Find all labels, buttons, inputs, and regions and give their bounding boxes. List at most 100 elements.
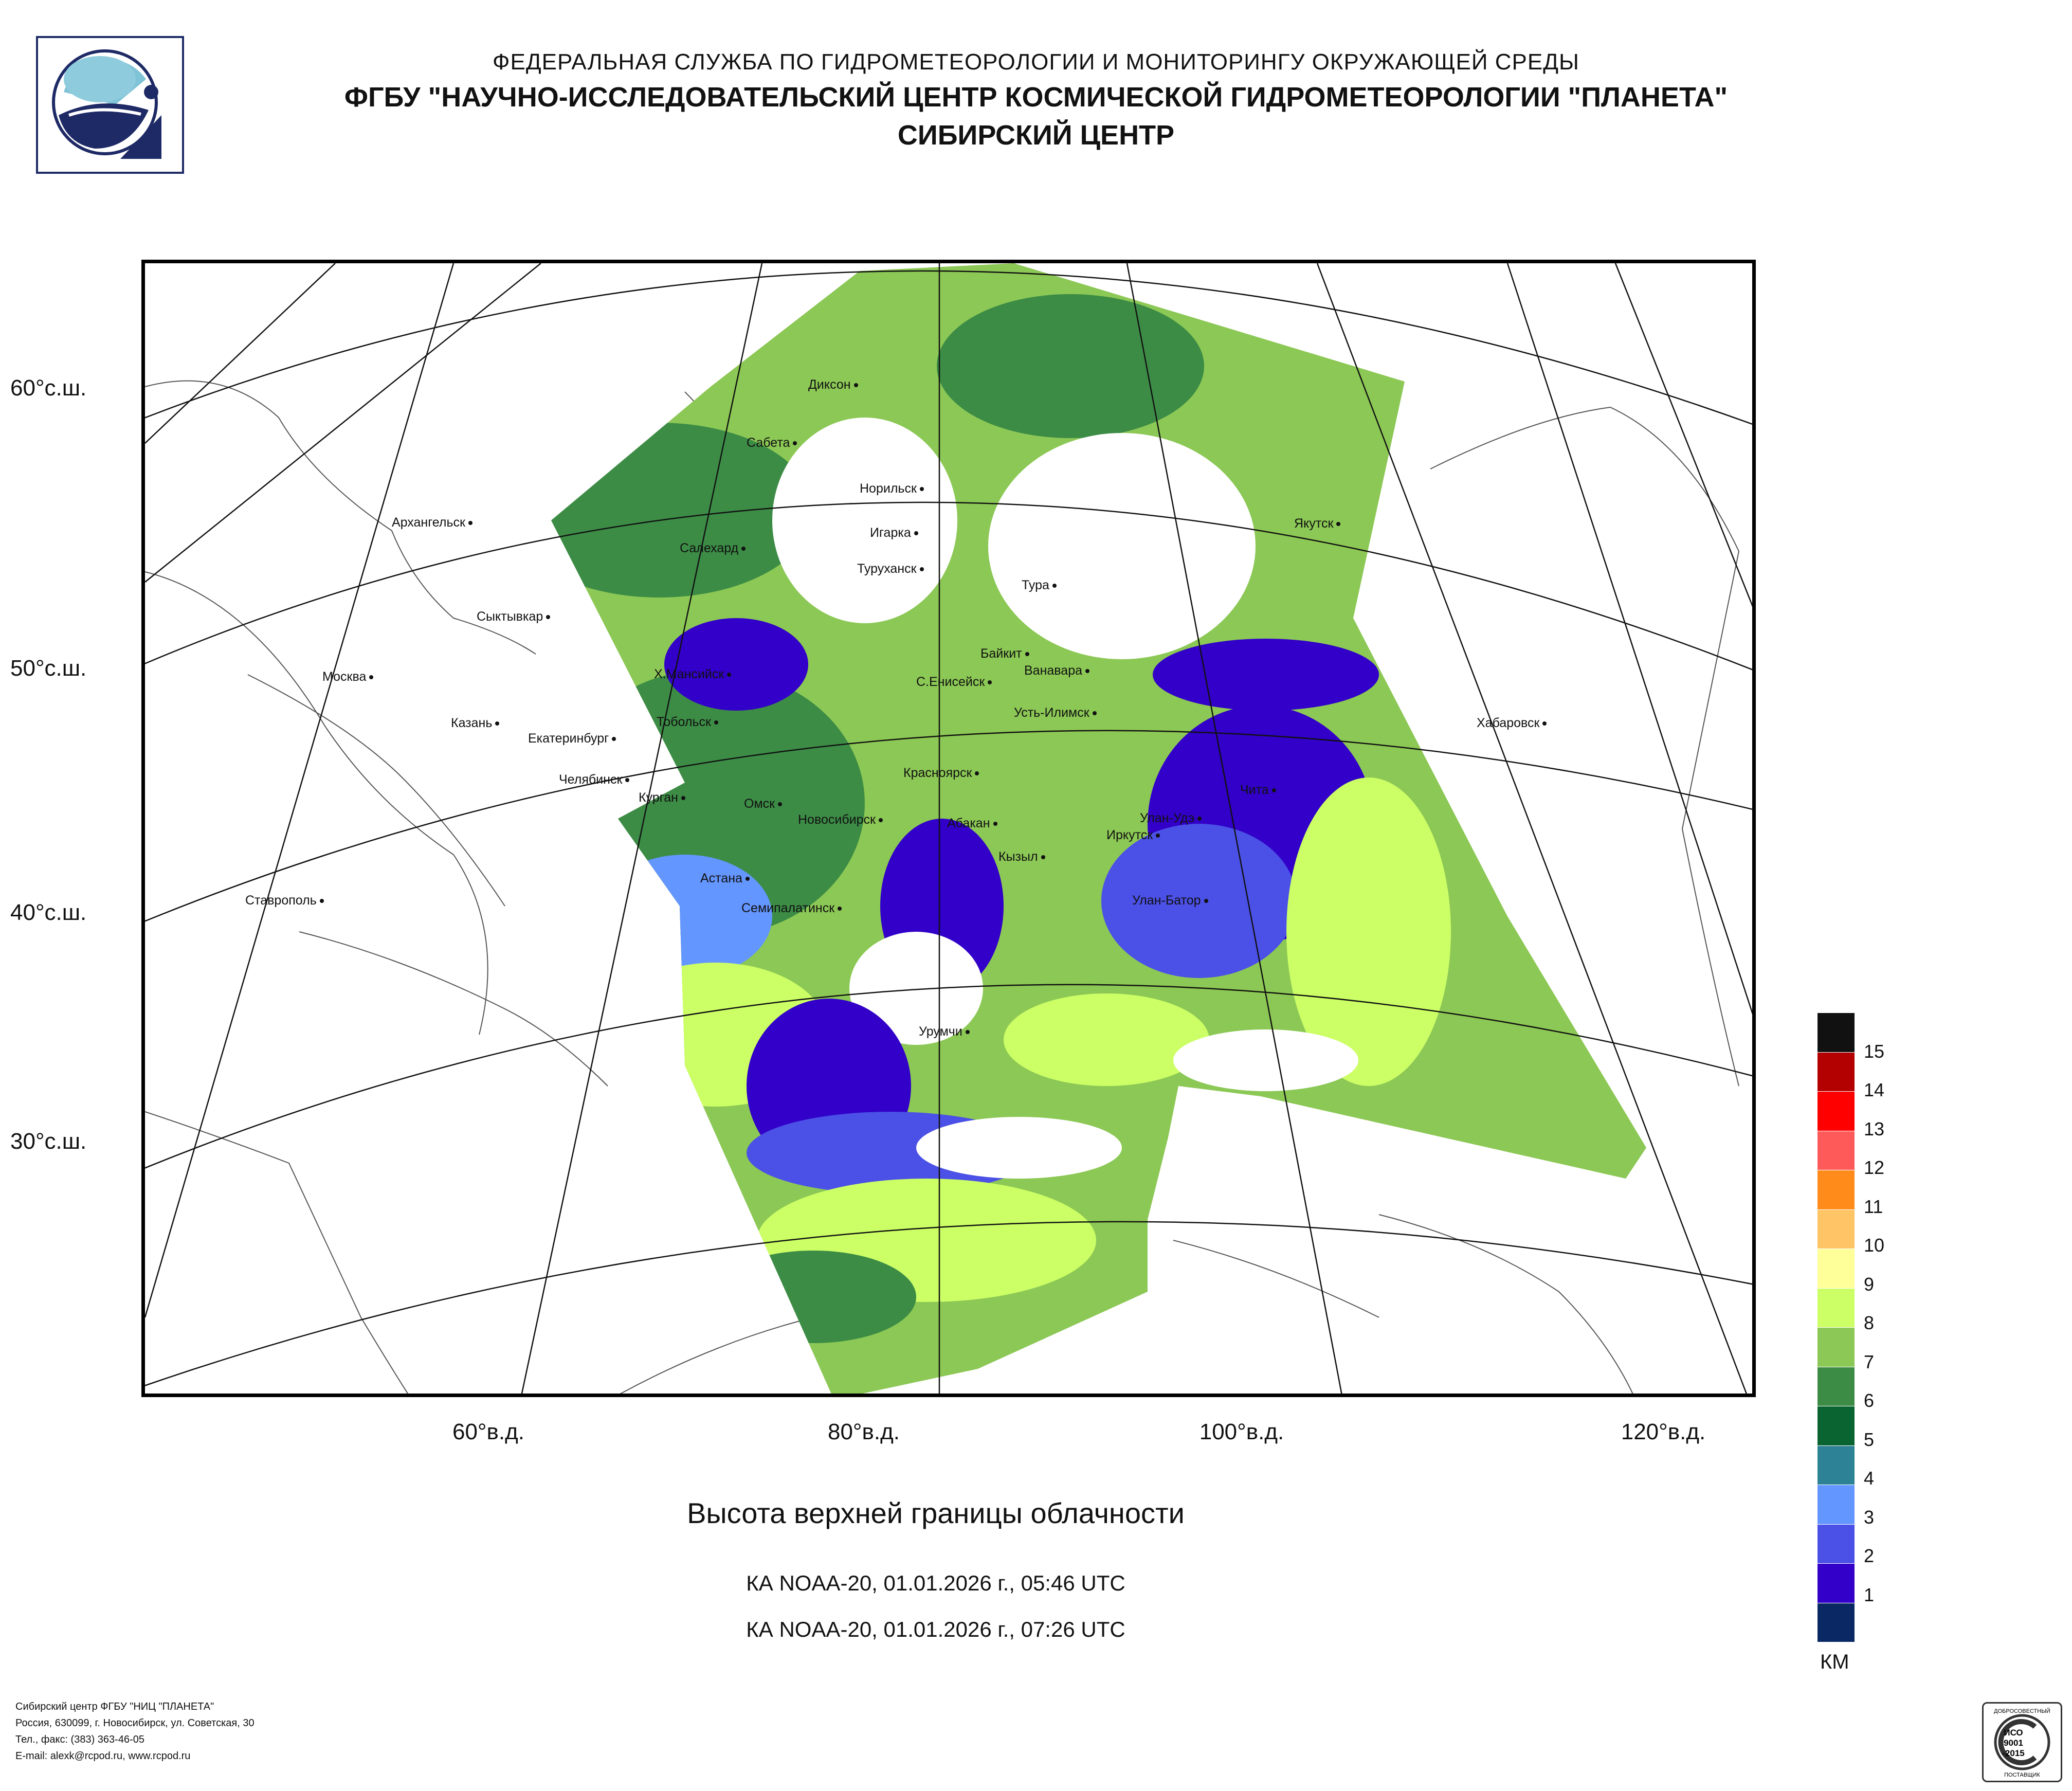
city-marker — [965, 1030, 970, 1035]
footer-address: Россия, 630099, г. Новосибирск, ул. Сове… — [15, 1717, 255, 1729]
cert-text-iso: ИСО — [2004, 1728, 2023, 1738]
institute-title: ФГБУ "НАУЧНО-ИССЛЕДОВАТЕЛЬСКИЙ ЦЕНТР КОС… — [344, 82, 1728, 113]
legend-level-label: 13 — [1864, 1118, 1885, 1139]
city-chelyabinsk: Челябинск — [559, 772, 632, 787]
city-marker — [838, 907, 842, 911]
map-canvas — [145, 263, 1752, 1394]
legend-swatch — [1817, 1013, 1855, 1053]
city-urumchi: Урумчи — [919, 1024, 973, 1039]
city-yakutsk: Якутск — [1294, 516, 1343, 531]
city-marker — [727, 673, 732, 677]
city-kurgan: Курган — [639, 790, 688, 805]
city-tura: Тура — [1022, 578, 1060, 593]
city-abakan: Абакан — [947, 816, 1001, 831]
city-novosibirsk: Новосибирск — [798, 812, 886, 827]
legend-swatch — [1817, 1092, 1855, 1131]
city-semipalatinsk: Семипалатинск — [741, 901, 845, 916]
lat-label-30: 30°с.ш. — [10, 1129, 87, 1154]
city-marker — [853, 383, 858, 388]
legend-level-label: 2 — [1864, 1545, 1875, 1566]
city-baykit: Байкит — [980, 646, 1032, 661]
planeta-logo-icon — [52, 49, 161, 159]
city-dikson: Диксон — [808, 377, 861, 392]
cert-text-top: ДОБРОСОВЕСТНЫЙ — [1994, 1708, 2050, 1714]
city-marker — [1041, 855, 1045, 860]
city-kyzyl: Кызыл — [998, 849, 1048, 864]
city-s-eniseysk: С.Енисейск — [916, 675, 995, 690]
lon-label-100: 100°в.д. — [1199, 1419, 1284, 1444]
city-khabarovsk: Хабаровск — [1477, 716, 1550, 731]
lat-label-60: 60°с.ш. — [10, 375, 87, 401]
city-igarka: Игарка — [870, 526, 921, 540]
lat-label-50: 50°с.ш. — [10, 656, 87, 681]
city-ust-ilimsk: Усть-Илимск — [1014, 705, 1100, 720]
lat-label-40: 40°с.ш. — [10, 900, 87, 925]
legend-swatch — [1817, 1170, 1855, 1210]
legend-swatch — [1817, 1328, 1855, 1367]
city-marker — [1092, 711, 1097, 716]
legend-swatch — [1817, 1209, 1855, 1249]
iso-badge-icon: ДОБРОСОВЕСТНЫЙ ИСО 9001 -2015 ПОСТАВЩИК — [1994, 1708, 2050, 1778]
city-kazan: Казань — [451, 716, 502, 731]
city-vanavara: Ванавара — [1024, 663, 1093, 678]
legend-level-label: 10 — [1864, 1235, 1885, 1256]
agency-title: ФЕДЕРАЛЬНАЯ СЛУЖБА ПО ГИДРОМЕТЕОРОЛОГИИ … — [493, 49, 1579, 75]
city-syktyvkar: Сыктывкар — [477, 609, 553, 624]
legend-swatch — [1817, 1367, 1855, 1406]
city-marker — [612, 737, 616, 741]
legend-swatch — [1817, 1445, 1855, 1485]
legend-swatch — [1817, 1131, 1855, 1170]
city-norilsk: Норильск — [860, 481, 927, 496]
city-khanty-mansiysk: Х.Мансийск — [654, 667, 734, 682]
map-caption: Высота верхней границы облачности — [687, 1497, 1185, 1529]
city-marker — [988, 680, 992, 685]
city-omsk: Омск — [744, 797, 785, 811]
legend-level-label: 6 — [1864, 1390, 1875, 1411]
legend-level-label: 8 — [1864, 1312, 1875, 1333]
footer-contact: Сибирский центр ФГБУ "НИЦ "ПЛАНЕТА" Росс… — [15, 1698, 255, 1764]
legend-swatch — [1817, 1485, 1855, 1525]
legend-unit: КМ — [1820, 1651, 1849, 1673]
city-marker — [319, 899, 324, 903]
city-marker — [1085, 669, 1090, 674]
city-tobolsk: Тобольск — [657, 715, 721, 730]
city-marker — [878, 818, 883, 823]
graticule — [145, 263, 1752, 1394]
city-marker — [714, 720, 718, 725]
city-marker — [1197, 817, 1202, 821]
legend-level-label: 5 — [1864, 1428, 1875, 1450]
lon-label-120: 120°в.д. — [1621, 1419, 1706, 1444]
satellite-pass-1: КА NOAA-20, 01.01.2026 г., 05:46 UTC — [746, 1571, 1125, 1595]
city-marker — [919, 567, 924, 572]
city-marker — [741, 547, 746, 551]
lon-label-60: 60°в.д. — [452, 1419, 525, 1444]
city-marker — [681, 796, 685, 801]
legend-level-label: 15 — [1864, 1040, 1885, 1062]
city-chita: Чита — [1240, 783, 1279, 798]
city-marker — [369, 675, 374, 680]
legend-level-label: 3 — [1864, 1506, 1875, 1528]
footer-org: Сибирский центр ФГБУ "НИЦ "ПЛАНЕТА" — [15, 1701, 214, 1712]
city-sabeta: Сабета — [747, 436, 800, 450]
city-salekhard: Салехард — [680, 541, 749, 556]
city-marker — [1052, 584, 1057, 588]
city-marker — [1204, 899, 1208, 903]
legend-level-label: 12 — [1864, 1157, 1885, 1178]
cert-text-9001: 9001 — [2004, 1738, 2023, 1748]
legend-level-label: 1 — [1864, 1584, 1875, 1605]
cloud-top-height-map: Диксон Сабета Норильск Архангельск Салех… — [141, 260, 1756, 1397]
cert-text-2015: -2015 — [2002, 1748, 2024, 1758]
height-legend — [1817, 1013, 1855, 1642]
city-arkhangelsk: Архангельск — [392, 515, 476, 530]
city-marker — [745, 877, 750, 881]
legend-swatch — [1817, 1406, 1855, 1446]
cert-text-bottom: ПОСТАВЩИК — [2004, 1772, 2040, 1778]
city-ulan-ude: Улан-Удэ — [1140, 811, 1205, 826]
city-marker — [1271, 788, 1276, 793]
city-irkutsk: Иркутск — [1106, 828, 1163, 843]
city-turukhansk: Туруханск — [857, 562, 927, 576]
legend-swatch — [1817, 1249, 1855, 1289]
city-marker — [495, 721, 500, 726]
legend-swatch — [1817, 1052, 1855, 1092]
legend-swatch — [1817, 1524, 1855, 1564]
